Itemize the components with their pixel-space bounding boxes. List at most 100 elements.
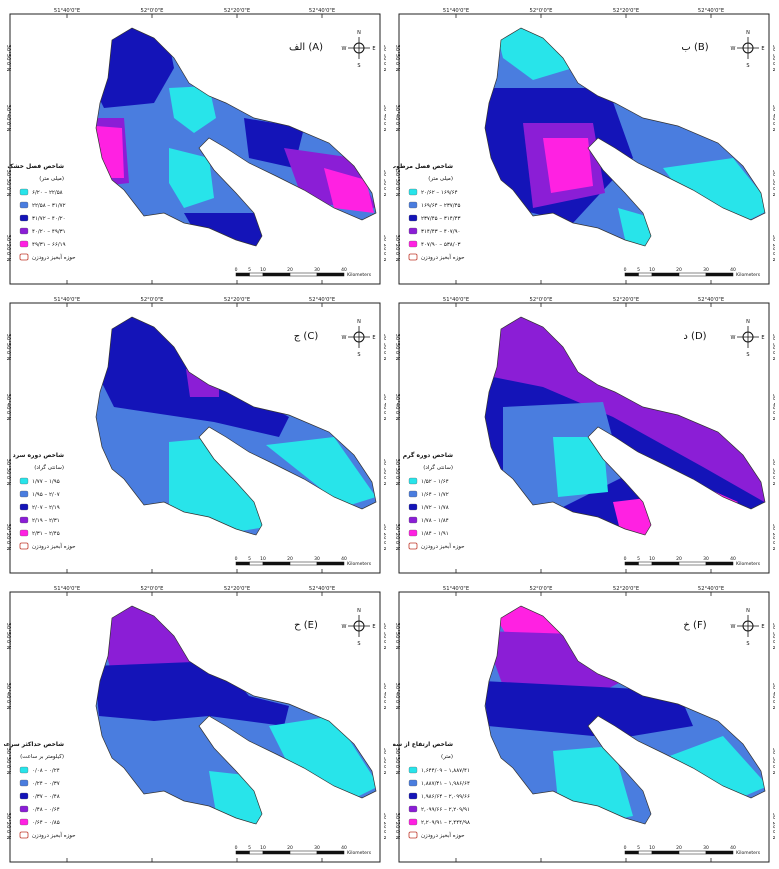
svg-text:N: N: [357, 319, 361, 325]
legend-swatch: [408, 766, 418, 774]
legend: شاخص ارتفاع از سطح دریا (متر) ۱,۶۴۴/۰۹ – ۱…: [393, 741, 470, 839]
zone-class-1: [266, 437, 376, 507]
legend-swatch: [408, 779, 418, 787]
zone-base: [96, 28, 376, 246]
lon-label: 52°0'0"E: [141, 586, 164, 592]
svg-text:N: N: [357, 608, 361, 614]
lat-label: 30°40'0"N: [771, 394, 775, 421]
lat-label: 30°40'0"N: [382, 683, 386, 710]
panel-title: د (D): [683, 331, 706, 342]
legend-basin-swatch: [19, 253, 29, 261]
lat-label: 30°20'0"N: [382, 524, 386, 551]
svg-text:Kilometers: Kilometers: [347, 561, 372, 567]
svg-text:W: W: [342, 46, 347, 52]
legend: شاخص فصل مرطوب (میلی متر) ۲۰/۶۲ – ۱۶۹/۶۴ ۱۶…: [393, 163, 464, 261]
lon-label: 52°0'0"E: [530, 297, 553, 303]
legend-class-label: ۱/۷۲ – ۱/۷۸: [421, 505, 449, 511]
lon-label: 51°40'0"E: [443, 586, 469, 592]
lat-label: 30°40'0"N: [5, 105, 11, 132]
svg-text:40: 40: [730, 556, 736, 562]
legend-class-label: ۰/۳۷ – ۰/۴۸: [32, 794, 60, 800]
legend-title: شاخص فصل مرطوب: [393, 163, 453, 170]
legend-swatch: [19, 240, 29, 248]
legend-swatch: [408, 516, 418, 524]
legend-class-label: ۲,۲۰۹/۹۱ – ۲,۴۴۴/۹۸: [421, 820, 470, 826]
legend-class-label: ۱/۷۷ – ۱/۹۵: [32, 479, 60, 485]
svg-text:E: E: [372, 335, 375, 341]
lon-label: 52°40'0"E: [698, 297, 724, 303]
legend-swatch: [19, 529, 29, 537]
lat-label: 30°20'0"N: [394, 524, 400, 551]
svg-text:N: N: [357, 30, 361, 36]
svg-text:S: S: [357, 352, 360, 358]
map-canvas: 51°40'0"E 52°0'0"E 52°20'0"E 52°40'0"E 30°50…: [5, 8, 386, 285]
svg-text:E: E: [761, 46, 764, 52]
svg-text:N: N: [746, 608, 750, 614]
lon-label: 52°40'0"E: [309, 586, 335, 592]
svg-text:0: 0: [235, 556, 238, 562]
lat-label: 30°50'0"N: [771, 45, 775, 72]
svg-text:N: N: [746, 319, 750, 325]
zone-class-1: [169, 148, 214, 208]
lat-label: 30°30'0"N: [5, 748, 11, 775]
lon-label: 52°0'0"E: [141, 297, 164, 303]
lon-label: 52°20'0"E: [613, 8, 639, 14]
svg-text:30: 30: [703, 556, 709, 562]
legend-swatch: [19, 201, 29, 209]
legend-class-label: ۱۶۹/۶۴ – ۲۳۷/۴۵: [421, 203, 461, 209]
legend-class-label: ۴۹/۳۱ – ۶۶/۱۹: [32, 242, 66, 248]
legend-class-label: ۱/۵۲ – ۱/۶۴: [421, 479, 449, 485]
lat-label: 30°20'0"N: [771, 524, 775, 551]
lat-label: 30°50'0"N: [771, 623, 775, 650]
svg-text:40: 40: [730, 845, 736, 851]
svg-text:20: 20: [287, 556, 293, 562]
lat-label: 30°20'0"N: [394, 235, 400, 262]
legend-class-label: ۱,۹۸۶/۶۴ – ۲,۰۹۹/۶۶: [421, 794, 470, 800]
svg-text:30: 30: [314, 267, 320, 273]
lat-label: 30°50'0"N: [5, 334, 11, 361]
legend-swatch: [408, 188, 418, 196]
basin-zones: [485, 28, 765, 246]
legend-class-label: ۲۳۷/۴۵ – ۳۱۴/۴۳: [421, 216, 461, 222]
svg-text:10: 10: [649, 556, 655, 562]
basin-zones: [96, 317, 376, 535]
legend-swatch: [19, 792, 29, 800]
svg-text:10: 10: [260, 845, 266, 851]
legend-class-label: ۱,۶۴۴/۰۹ – ۱,۸۸۷/۴۱: [421, 768, 470, 774]
legend-swatch: [408, 529, 418, 537]
map-panel-2: 51°40'0"E 52°0'0"E 52°20'0"E 52°40'0"E 30°50…: [393, 8, 775, 289]
legend-swatch: [408, 477, 418, 485]
lon-label: 52°0'0"E: [530, 8, 553, 14]
map-canvas: 51°40'0"E 52°0'0"E 52°20'0"E 52°40'0"E 30°50…: [393, 586, 775, 863]
svg-text:W: W: [731, 624, 736, 630]
lat-label: 30°50'0"N: [394, 623, 400, 650]
legend: شاخص فصل خشک (میلی متر) ۶/۲۰ – ۲۲/۵۸ ۲۲/۵۸ …: [7, 163, 75, 261]
lat-label: 30°20'0"N: [5, 524, 11, 551]
legend-class-label: ۴۰/۲۰ – ۴۹/۳۱: [32, 229, 66, 235]
svg-text:20: 20: [287, 845, 293, 851]
lat-label: 30°40'0"N: [394, 105, 400, 132]
lon-label: 52°40'0"E: [698, 8, 724, 14]
legend-basin-swatch: [408, 253, 418, 261]
panel-title: خ (F): [683, 620, 706, 631]
legend-class-label: ۲۲/۵۸ – ۳۱/۷۲: [32, 203, 66, 209]
legend-class-label: ۳۱/۷۲ – ۴۰/۲۰: [32, 216, 66, 222]
zone-class-1: [553, 437, 608, 497]
legend-swatch: [19, 503, 29, 511]
lon-label: 52°0'0"E: [530, 586, 553, 592]
lon-label: 51°40'0"E: [54, 586, 80, 592]
legend-title: شاخص ارتفاع از سطح دریا: [393, 741, 453, 748]
svg-text:E: E: [372, 624, 375, 630]
lat-label: 30°30'0"N: [394, 459, 400, 486]
svg-text:N: N: [746, 30, 750, 36]
map-canvas: 51°40'0"E 52°0'0"E 52°20'0"E 52°40'0"E 30°50…: [393, 8, 775, 285]
svg-text:40: 40: [341, 556, 347, 562]
svg-text:0: 0: [235, 267, 238, 273]
legend-swatch: [408, 818, 418, 826]
legend-swatch: [408, 490, 418, 498]
compass-icon: N S E W: [342, 319, 376, 358]
zone-class-1: [169, 86, 216, 133]
